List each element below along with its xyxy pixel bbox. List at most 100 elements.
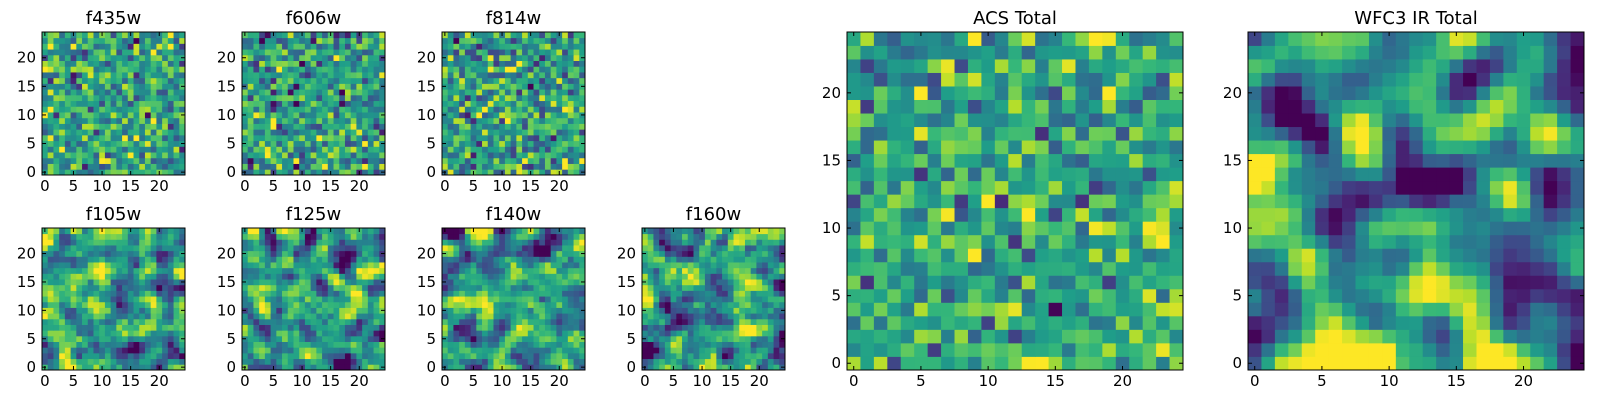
heatmap-cell xyxy=(642,233,649,240)
heatmap-cell xyxy=(304,146,312,153)
heatmap-cell xyxy=(453,134,460,142)
heatmap-cell xyxy=(716,256,723,263)
heatmap-cell xyxy=(716,273,723,280)
heatmap-cell xyxy=(322,134,329,142)
heatmap-cell xyxy=(173,239,180,246)
heatmap-cell xyxy=(150,301,157,308)
heatmap-cell xyxy=(750,250,757,257)
heatmap-cell xyxy=(522,49,529,56)
heatmap-cell xyxy=(122,239,129,246)
heatmap-cell xyxy=(70,284,77,291)
heatmap-cell xyxy=(122,163,129,170)
heatmap-cell xyxy=(470,60,477,67)
heatmap-cell xyxy=(82,77,89,84)
heatmap-cell xyxy=(442,146,449,153)
heatmap-cell xyxy=(167,313,174,320)
heatmap-cell xyxy=(59,341,66,348)
heatmap-cell xyxy=(493,318,500,325)
heatmap-cell xyxy=(339,290,346,297)
heatmap-cell xyxy=(362,89,369,96)
heatmap-cell xyxy=(522,106,529,113)
heatmap-cell xyxy=(344,267,352,274)
heatmap-cell xyxy=(773,233,780,240)
heatmap-cell xyxy=(253,250,260,257)
heatmap-cell xyxy=(116,364,123,371)
heatmap-cell xyxy=(544,279,552,286)
heatmap-cell xyxy=(767,313,774,320)
heatmap-cell xyxy=(87,250,94,257)
heatmap-cell xyxy=(299,37,306,44)
heatmap-cell xyxy=(327,140,334,147)
heatmap-cell xyxy=(756,352,763,360)
heatmap-cell xyxy=(739,245,746,252)
heatmap-cell xyxy=(900,329,915,344)
heatmap-cell xyxy=(550,233,557,240)
heatmap-cell xyxy=(87,129,94,136)
heatmap-cell xyxy=(779,324,786,331)
heatmap-cell xyxy=(722,239,729,246)
heatmap-cell xyxy=(493,83,500,90)
heatmap-cell xyxy=(510,233,517,240)
heatmap-cell xyxy=(716,335,723,342)
heatmap-cell xyxy=(464,318,471,325)
heatmap-cell xyxy=(510,256,517,263)
heatmap-cell xyxy=(967,288,982,303)
heatmap-cell xyxy=(276,123,283,130)
heatmap-cell xyxy=(533,313,540,320)
heatmap-cell xyxy=(344,83,352,90)
heatmap-cell xyxy=(464,256,471,263)
heatmap-cell xyxy=(493,341,500,348)
heatmap-cell xyxy=(339,112,346,119)
heatmap-cell xyxy=(270,324,277,331)
heatmap-cell xyxy=(510,228,517,235)
heatmap-cell xyxy=(527,307,534,314)
heatmap-cell xyxy=(310,112,317,119)
heatmap-cell xyxy=(82,94,89,102)
heatmap-cell xyxy=(750,296,757,303)
heatmap-cell xyxy=(847,261,861,276)
heatmap-cell xyxy=(122,54,129,61)
heatmap-cell xyxy=(156,245,163,252)
heatmap-cell xyxy=(316,66,323,73)
heatmap-cell xyxy=(447,77,454,84)
heatmap-cell xyxy=(533,273,540,280)
heatmap-cell xyxy=(259,290,266,297)
heatmap-cell xyxy=(860,207,875,222)
heatmap-cell xyxy=(522,117,529,124)
heatmap-cell xyxy=(487,140,494,147)
heatmap-cell xyxy=(487,77,494,84)
heatmap-cell xyxy=(150,54,157,61)
heatmap-cell xyxy=(573,313,580,320)
heatmap-cell xyxy=(173,134,180,142)
heatmap-cell xyxy=(687,233,694,240)
heatmap-cell xyxy=(144,341,152,348)
heatmap-cell xyxy=(1102,302,1117,317)
heatmap-cell xyxy=(133,72,140,79)
heatmap-cell xyxy=(116,335,123,342)
heatmap-cell xyxy=(1048,261,1063,276)
heatmap-cell xyxy=(167,66,174,73)
heatmap-cell xyxy=(527,60,534,67)
heatmap-cell xyxy=(179,60,186,67)
heatmap-cell xyxy=(282,66,289,73)
heatmap-cell xyxy=(344,32,352,39)
heatmap-cell xyxy=(104,152,112,159)
heatmap-cell xyxy=(762,239,769,246)
heatmap-cell xyxy=(653,341,660,348)
heatmap-cell xyxy=(287,43,294,50)
heatmap-cell xyxy=(282,239,289,246)
heatmap-cell xyxy=(276,32,283,39)
heatmap-cell xyxy=(1062,167,1076,182)
heatmap-cell xyxy=(914,288,929,303)
heatmap-cell xyxy=(562,169,569,176)
heatmap-cell xyxy=(144,123,152,130)
heatmap-cell xyxy=(550,169,557,176)
heatmap-cell xyxy=(779,330,786,337)
heatmap-cell xyxy=(316,157,323,164)
heatmap-cell xyxy=(544,117,552,124)
heatmap-cell xyxy=(722,284,729,291)
heatmap-cell xyxy=(453,106,460,113)
heatmap-cell xyxy=(64,239,71,246)
heatmap-cell xyxy=(122,112,129,119)
heatmap-cell xyxy=(127,318,134,325)
